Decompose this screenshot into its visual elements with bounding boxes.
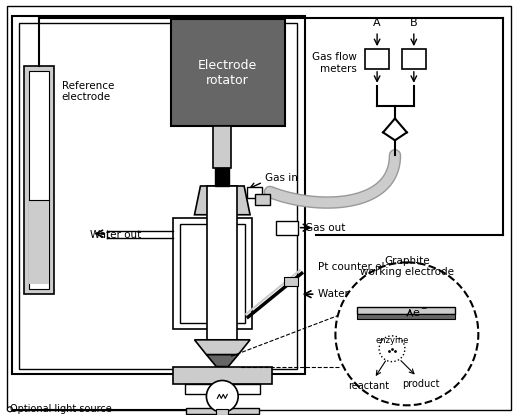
Text: Water in: Water in bbox=[318, 289, 361, 299]
Text: e$^-$: e$^-$ bbox=[412, 307, 428, 319]
Bar bbox=[173, 367, 272, 384]
Bar bbox=[215, 168, 229, 186]
Text: B: B bbox=[410, 18, 418, 28]
Text: Water out: Water out bbox=[89, 230, 141, 240]
Bar bbox=[186, 408, 259, 414]
Bar bbox=[284, 277, 298, 286]
Text: Graphite
working electrode: Graphite working electrode bbox=[360, 256, 454, 277]
Bar bbox=[173, 218, 252, 329]
Circle shape bbox=[379, 336, 405, 362]
Bar bbox=[29, 200, 48, 284]
Bar bbox=[402, 49, 426, 69]
Circle shape bbox=[206, 380, 238, 412]
Polygon shape bbox=[194, 186, 250, 215]
Polygon shape bbox=[206, 355, 238, 367]
Bar bbox=[179, 224, 245, 323]
Text: Gas in: Gas in bbox=[265, 173, 298, 183]
Bar bbox=[29, 71, 48, 289]
Bar bbox=[12, 16, 305, 374]
Bar bbox=[19, 23, 297, 369]
Bar bbox=[357, 314, 454, 319]
Text: Electrode
rotator: Electrode rotator bbox=[198, 59, 257, 87]
Circle shape bbox=[7, 407, 12, 412]
Polygon shape bbox=[194, 340, 250, 355]
Bar bbox=[24, 66, 54, 294]
Bar bbox=[216, 409, 228, 415]
Bar bbox=[255, 194, 270, 205]
Text: A: A bbox=[373, 18, 381, 28]
Text: product: product bbox=[402, 379, 439, 389]
Bar bbox=[207, 186, 237, 340]
Bar bbox=[213, 126, 231, 168]
Text: Optional light source: Optional light source bbox=[10, 404, 112, 414]
Bar bbox=[171, 19, 285, 126]
Text: Reference
electrode: Reference electrode bbox=[61, 81, 114, 103]
Text: Gas out: Gas out bbox=[305, 223, 345, 233]
Text: reactant: reactant bbox=[348, 382, 389, 392]
Text: enzyme: enzyme bbox=[375, 336, 409, 345]
Text: Pt counter electrode: Pt counter electrode bbox=[318, 262, 424, 272]
Bar bbox=[185, 384, 260, 394]
Bar bbox=[276, 221, 298, 235]
Bar bbox=[357, 307, 454, 314]
Text: Gas flow
meters: Gas flow meters bbox=[313, 52, 357, 74]
Bar bbox=[365, 49, 389, 69]
Circle shape bbox=[335, 262, 478, 405]
Bar bbox=[247, 187, 262, 198]
